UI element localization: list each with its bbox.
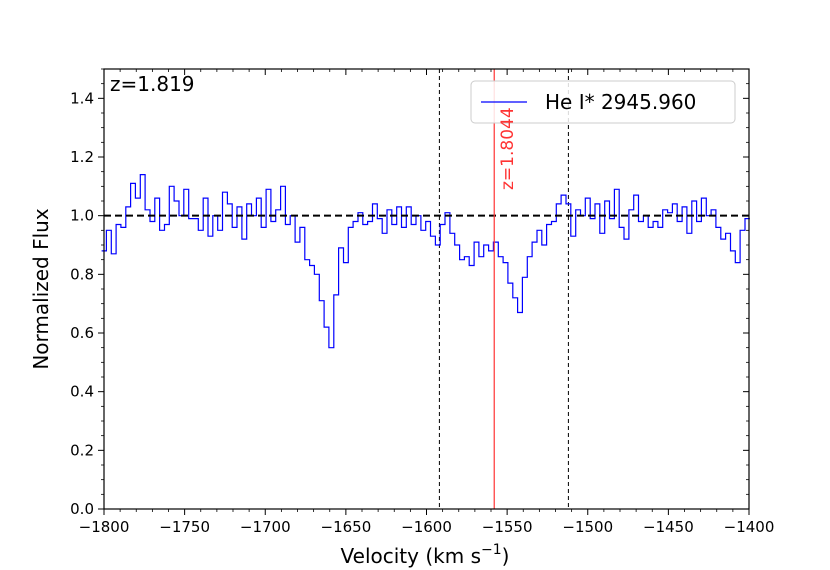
legend-label: He I* 2945.960	[545, 90, 696, 114]
x-tick-label: −1550	[482, 518, 533, 536]
y-tick-label: 0.4	[70, 383, 94, 401]
x-tick-label: −1600	[401, 518, 452, 536]
x-axis-title: Velocity (km s−1)	[341, 542, 510, 568]
x-axis-title-main: Velocity (km s	[341, 544, 481, 568]
y-tick-label: 1.4	[70, 89, 94, 107]
x-tick-label: −1750	[159, 518, 210, 536]
redshift-annotation: z=1.819	[110, 72, 195, 96]
legend: He I* 2945.960	[470, 80, 736, 124]
legend-box	[470, 80, 736, 124]
y-tick-label: 0.6	[70, 324, 94, 342]
y-tick-label: 0.0	[70, 500, 94, 518]
x-axis-title-sup: −1	[481, 542, 502, 558]
x-tick-label: −1700	[240, 518, 291, 536]
x-tick-label: −1650	[321, 518, 372, 536]
plot-frame	[103, 68, 750, 510]
y-tick-label: 0.2	[70, 441, 94, 459]
x-tick-label: −1800	[79, 518, 130, 536]
plot-area	[104, 69, 749, 509]
y-tick-label: 1.0	[70, 207, 94, 225]
x-tick-label: −1450	[643, 518, 694, 536]
x-tick-label: −1500	[562, 518, 613, 536]
y-tick-label: 0.8	[70, 265, 94, 283]
spectrum-line	[101, 174, 750, 349]
reference-lines	[438, 69, 569, 509]
axis-ticks: −1800 −1750 −1700 −1650 −1600 −1550 −1500 −1450…	[70, 68, 775, 536]
data-layer	[101, 69, 750, 509]
red-line-label: z=1.8044	[498, 107, 518, 190]
y-axis-title: Normalized Flux	[29, 208, 53, 370]
x-tick-label: −1400	[724, 518, 775, 536]
x-axis-title-end: )	[502, 544, 510, 568]
y-tick-label: 1.2	[70, 148, 94, 166]
